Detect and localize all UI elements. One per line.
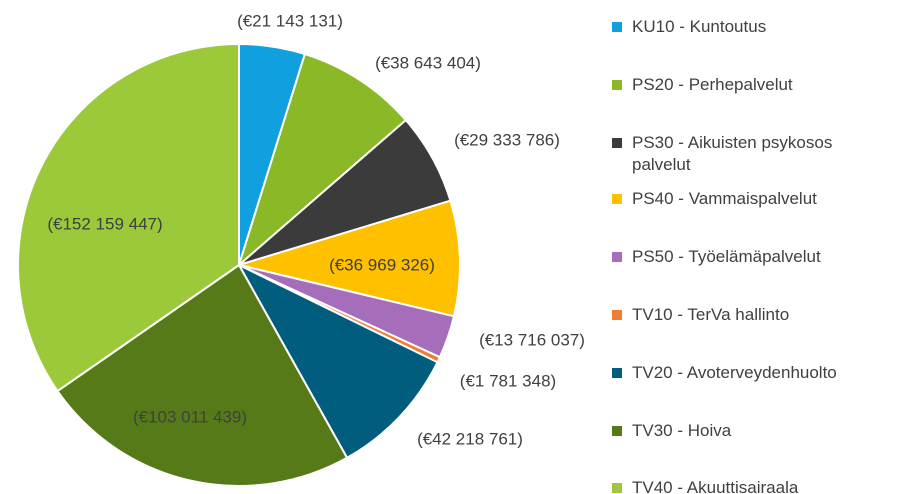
- data-label: (€152 159 447): [47, 214, 162, 233]
- pie-slice: [236, 262, 439, 460]
- legend-swatch: [612, 252, 622, 262]
- legend-label: PS40 - Vammaispalvelut: [632, 189, 817, 208]
- legend-swatch: [612, 138, 622, 148]
- legend-label: KU10 - Kuntoutus: [632, 17, 767, 36]
- pie-slice: [56, 263, 349, 487]
- data-label: (€38 643 404): [375, 53, 481, 72]
- pie-slice: [235, 199, 461, 318]
- legend-swatch: [612, 194, 622, 204]
- data-label: (€13 716 037): [479, 330, 585, 349]
- legend-label: TV10 - TerVa hallinto: [632, 305, 790, 324]
- legend-swatch: [612, 483, 622, 493]
- legend-label: TV30 - Hoiva: [632, 421, 732, 440]
- data-label: (€21 143 131): [237, 11, 343, 30]
- legend-label: PS30 - Aikuisten psykosos palvelut: [632, 133, 833, 174]
- legend-swatch: [612, 426, 622, 436]
- data-label: (€103 011 439): [133, 407, 247, 426]
- legend-label: PS50 - Työelämäpalvelut: [632, 247, 821, 266]
- pie-slice: [17, 42, 240, 393]
- legend-swatch: [612, 368, 622, 378]
- legend-label: PS20 - Perhepalvelut: [632, 75, 793, 94]
- data-label: (€36 969 326): [329, 255, 435, 274]
- legend-swatch: [612, 310, 622, 320]
- pie-slice: [236, 52, 408, 269]
- data-label: (€29 333 786): [454, 130, 560, 149]
- legend-label: TV40 - Akuuttisairaala: [632, 478, 799, 494]
- legend-swatch: [612, 22, 622, 32]
- data-label: (€42 218 761): [417, 429, 523, 448]
- legend-swatch: [612, 80, 622, 90]
- data-label: (€1 781 348): [460, 371, 556, 390]
- legend-label: TV20 - Avoterveydenhuolto: [632, 363, 837, 382]
